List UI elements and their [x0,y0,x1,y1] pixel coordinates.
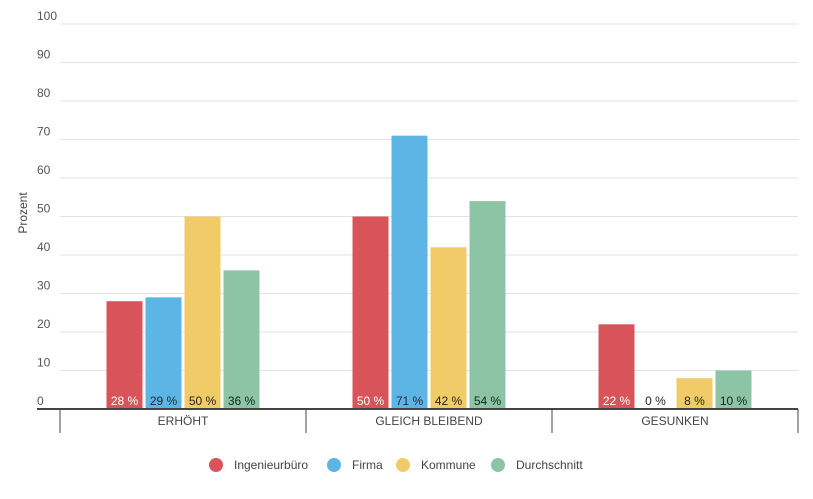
y-tick-label: 100 [37,9,57,23]
x-tick-label: ERHÖHT [158,414,209,428]
y-tick-label: 10 [37,356,51,370]
bars: 28 % 29 % 50 % 36 % 50 % 71 % 42 % 54 % 22 % 0 % 8… [106,135,752,409]
y-tick-label: 20 [37,317,51,331]
data-label: 50 % [189,394,217,408]
bar [676,378,713,409]
data-label: 42 % [435,394,463,408]
data-label: 29 % [150,394,178,408]
data-label: 71 % [396,394,424,408]
bar [391,135,428,409]
data-label: 54 % [474,394,502,408]
data-label: 0 % [645,394,666,408]
legend: Ingenieurbüro Firma Kommune Durchschnitt [209,458,583,472]
x-tick-label: GLEICH BLEIBEND [375,414,483,428]
legend-label: Firma [352,458,383,472]
bar [430,247,467,409]
y-tick-label: 80 [37,86,51,100]
y-tick-label: 30 [37,279,51,293]
bar [598,324,635,409]
y-tick-label: 60 [37,163,51,177]
data-label: 22 % [603,394,631,408]
x-axis: ERHÖHT GLEICH BLEIBEND GESUNKEN [37,408,799,433]
legend-label: Durchschnitt [516,458,583,472]
data-label: 8 % [684,394,705,408]
y-tick-label: 70 [37,125,51,139]
y-tick-label: 0 [37,394,44,408]
legend-swatch [327,458,341,472]
data-label: 50 % [357,394,385,408]
bar [715,370,752,409]
bar [145,297,182,409]
data-label: 10 % [720,394,748,408]
legend-swatch [396,458,410,472]
bar [184,216,221,409]
grid: 0 10 20 30 40 50 60 70 80 90 100 [37,9,798,408]
legend-swatch [491,458,505,472]
x-tick-label: GESUNKEN [641,414,708,428]
bar [469,201,506,409]
bar [223,270,260,409]
bar [352,216,389,409]
legend-label: Ingenieurbüro [234,458,308,472]
legend-label: Kommune [421,458,476,472]
y-axis-label: Prozent [16,192,30,234]
data-label: 28 % [111,394,139,408]
data-label: 36 % [228,394,256,408]
y-tick-label: 40 [37,240,51,254]
bar [106,301,143,409]
y-tick-label: 50 [37,202,51,216]
y-tick-label: 90 [37,48,51,62]
legend-swatch [209,458,223,472]
